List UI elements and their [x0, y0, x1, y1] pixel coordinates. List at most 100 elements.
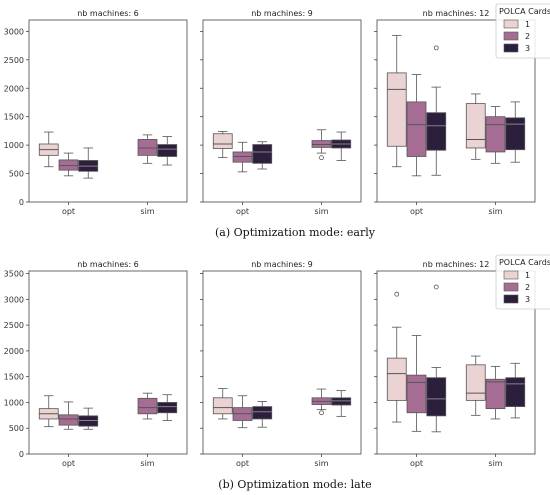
box-body	[331, 397, 352, 406]
panel-title: nb machines: 6	[77, 9, 139, 18]
box-body	[212, 133, 233, 149]
legend-label: 1	[525, 271, 530, 280]
box-body	[465, 364, 486, 401]
box-opt-card-1	[38, 131, 59, 168]
panel-frame	[202, 270, 362, 455]
box-sim-card-3	[331, 131, 352, 161]
box-sim-card-3	[157, 394, 178, 421]
panel-title: nb machines: 9	[251, 260, 313, 269]
box-body	[252, 406, 273, 420]
box-body	[137, 139, 158, 156]
box-opt-card-1	[386, 34, 407, 168]
box-body	[157, 402, 178, 414]
box-body	[406, 374, 427, 414]
y-tick-label: 3500	[4, 270, 24, 279]
panel-title: nb machines: 9	[251, 9, 313, 18]
legend-label: 2	[525, 32, 530, 41]
box-body	[485, 116, 506, 153]
box-body	[465, 103, 486, 149]
box-opt-card-2	[58, 152, 79, 177]
y-tick-label: 2500	[4, 56, 24, 65]
panel-late-0: nb machines: 6 0 500 1000 1500 2000 2500 3000 35…	[4, 260, 188, 468]
legend: POLCA Cards 1 2 3	[495, 254, 550, 310]
box-opt-card-3	[78, 407, 99, 430]
box-opt-card-3	[78, 147, 99, 179]
x-tick-label: opt	[236, 459, 249, 468]
box-body	[232, 151, 253, 163]
box-opt-card-3	[426, 45, 447, 176]
y-tick-label: 2000	[4, 347, 24, 356]
figure-caption-a: (a) Optimization mode: early	[215, 226, 376, 239]
box-body	[137, 397, 158, 415]
box-sim-card-1	[465, 355, 486, 416]
box-sim-card-3	[157, 136, 178, 166]
box-body	[157, 144, 178, 157]
panel-title: nb machines: 12	[423, 260, 490, 269]
box-opt-card-2	[406, 74, 427, 177]
legend-swatch	[503, 31, 519, 41]
box-body	[426, 377, 447, 417]
y-tick-label: 0	[19, 198, 24, 207]
x-tick-label: opt	[410, 207, 423, 216]
panel-frame	[376, 19, 536, 203]
box-opt-card-1	[38, 395, 59, 428]
box-body	[426, 112, 447, 151]
x-tick-label: sim	[314, 459, 328, 468]
box-opt-card-2	[406, 335, 427, 432]
panel-title: nb machines: 12	[423, 9, 490, 18]
box-opt-card-3	[252, 401, 273, 428]
box-body	[505, 117, 526, 151]
panel-early-0: nb machines: 6 0 500 1000 1500 2000 2500 3000 op…	[4, 9, 188, 216]
x-tick-label: sim	[314, 207, 328, 216]
y-tick-label: 500	[9, 170, 24, 179]
box-flier	[433, 284, 439, 290]
box-body	[485, 378, 506, 410]
box-sim-card-1	[465, 93, 486, 160]
panel-title: nb machines: 6	[77, 260, 139, 269]
panel-frame	[28, 270, 188, 455]
legend-swatch	[503, 19, 519, 29]
panel-frame	[376, 270, 536, 455]
box-body	[505, 377, 526, 407]
x-tick-label: opt	[236, 207, 249, 216]
box-opt-card-3	[252, 141, 273, 170]
figure-caption-b: (b) Optimization mode: late	[218, 478, 371, 491]
box-body	[252, 144, 273, 164]
legend-swatch	[503, 294, 519, 304]
box-opt-card-1	[212, 388, 233, 420]
panel-early-2: nb machines: 12 opt sim POLCA Cards 1 2 3	[374, 3, 550, 216]
y-tick-label: 2500	[4, 321, 24, 330]
panel-frame	[202, 19, 362, 203]
y-tick-label: 3000	[4, 27, 24, 36]
box-body	[58, 414, 79, 426]
box-body	[212, 397, 233, 415]
box-sim-card-3	[505, 101, 526, 163]
legend-title: POLCA Cards	[499, 7, 550, 16]
y-tick-label: 3000	[4, 295, 24, 304]
y-tick-label: 0	[19, 450, 24, 459]
legend-label: 3	[525, 44, 530, 53]
box-sim-card-2	[311, 388, 332, 416]
panel-early-1: nb machines: 9 opt sim	[200, 9, 362, 216]
box-sim-card-2	[485, 365, 506, 420]
box-body	[78, 415, 99, 427]
legend-label: 1	[525, 20, 530, 29]
x-tick-label: opt	[62, 459, 75, 468]
box-sim-card-2	[311, 129, 332, 161]
box-opt-card-2	[232, 395, 253, 429]
box-sim-card-3	[331, 390, 352, 417]
y-tick-label: 1500	[4, 373, 24, 382]
box-flier	[394, 291, 400, 297]
y-tick-label: 1000	[4, 141, 24, 150]
y-tick-label: 2000	[4, 84, 24, 93]
box-sim-card-2	[137, 392, 158, 420]
box-opt-card-1	[212, 131, 233, 159]
x-tick-label: opt	[410, 459, 423, 468]
box-sim-card-2	[137, 134, 158, 164]
x-tick-label: sim	[140, 459, 154, 468]
box-flier	[319, 410, 324, 416]
box-opt-card-1	[386, 291, 407, 423]
box-body	[58, 159, 79, 171]
box-body	[311, 140, 332, 148]
